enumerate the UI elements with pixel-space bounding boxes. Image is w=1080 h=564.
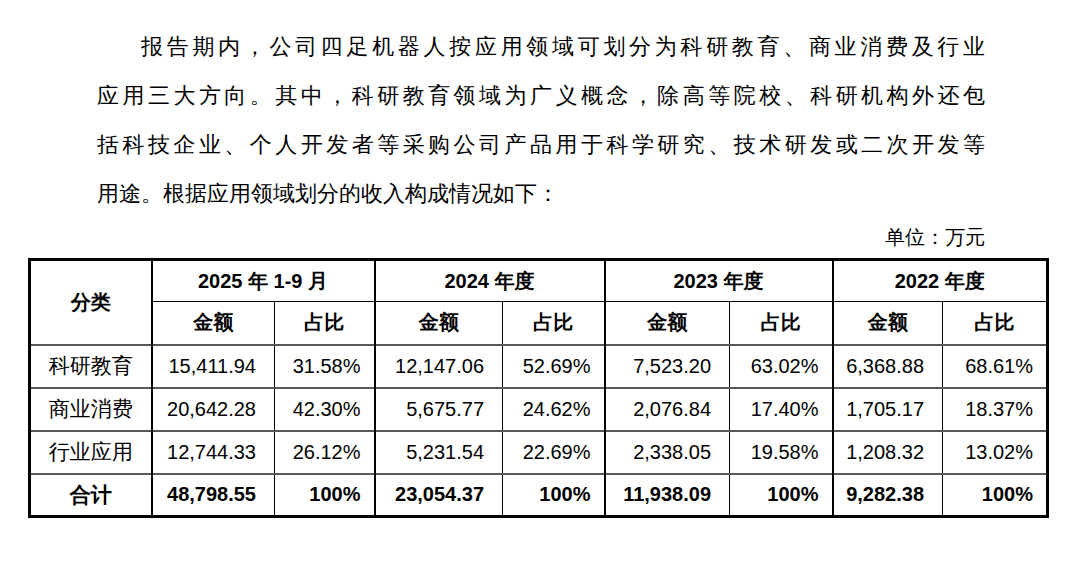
revenue-by-application-table: 分类 2025 年 1-9 月 2024 年度 2023 年度 2022 年度 … — [28, 258, 1049, 518]
column-header-ratio-2025: 占比 — [275, 302, 375, 345]
amount-cell: 12,744.33 — [152, 431, 275, 474]
row-category-label: 行业应用 — [30, 431, 152, 474]
ratio-cell: 19.58% — [730, 431, 833, 474]
column-header-category: 分类 — [30, 260, 152, 345]
ratio-cell: 17.40% — [730, 388, 833, 431]
column-header-period-2024: 2024 年度 — [375, 260, 605, 302]
column-header-ratio-2024: 占比 — [503, 302, 605, 345]
column-header-period-2023: 2023 年度 — [605, 260, 833, 302]
document-page: 报告期内，公司四足机器人按应用领域可划分为科研教育、商业消费及行业应用三大方向。… — [0, 0, 1080, 564]
column-header-amount-2025: 金额 — [152, 302, 275, 345]
row-category-label: 商业消费 — [30, 388, 152, 431]
amount-cell: 1,208.32 — [833, 431, 943, 474]
amount-cell: 48,798.55 — [152, 474, 275, 517]
column-header-period-2022: 2022 年度 — [833, 260, 1048, 302]
ratio-cell: 22.69% — [503, 431, 605, 474]
ratio-cell: 100% — [275, 474, 375, 517]
ratio-cell: 100% — [503, 474, 605, 517]
amount-cell: 1,705.17 — [833, 388, 943, 431]
paragraph-line: 应用三大方向。其中，科研教育领域为广义概念，除高等院校、科研机构外还包 — [97, 71, 985, 120]
row-category-label: 科研教育 — [30, 345, 152, 388]
column-header-ratio-2023: 占比 — [730, 302, 833, 345]
table-row-total: 合计48,798.55100%23,054.37100%11,938.09100… — [30, 474, 1048, 517]
intro-paragraph: 报告期内，公司四足机器人按应用领域可划分为科研教育、商业消费及行业应用三大方向。… — [97, 22, 985, 218]
column-header-ratio-2022: 占比 — [943, 302, 1048, 345]
column-header-amount-2022: 金额 — [833, 302, 943, 345]
ratio-cell: 42.30% — [275, 388, 375, 431]
ratio-cell: 100% — [943, 474, 1048, 517]
column-header-period-2025: 2025 年 1-9 月 — [152, 260, 375, 302]
amount-cell: 5,675.77 — [375, 388, 503, 431]
paragraph-line: 报告期内，公司四足机器人按应用领域可划分为科研教育、商业消费及行业 — [97, 22, 985, 71]
paragraph-line: 括科技企业、个人开发者等采购公司产品用于科学研究、技术研发或二次开发等 — [97, 120, 985, 169]
row-category-label: 合计 — [30, 474, 152, 517]
amount-cell: 12,147.06 — [375, 345, 503, 388]
ratio-cell: 100% — [730, 474, 833, 517]
ratio-cell: 68.61% — [943, 345, 1048, 388]
ratio-cell: 24.62% — [503, 388, 605, 431]
amount-cell: 9,282.38 — [833, 474, 943, 517]
ratio-cell: 18.37% — [943, 388, 1048, 431]
ratio-cell: 26.12% — [275, 431, 375, 474]
table-header-sub-row: 金额 占比 金额 占比 金额 占比 金额 占比 — [30, 302, 1048, 345]
amount-cell: 11,938.09 — [605, 474, 730, 517]
table-header-period-row: 分类 2025 年 1-9 月 2024 年度 2023 年度 2022 年度 — [30, 260, 1048, 302]
table-row: 科研教育15,411.9431.58%12,147.0652.69%7,523.… — [30, 345, 1048, 388]
amount-cell: 23,054.37 — [375, 474, 503, 517]
amount-cell: 2,076.84 — [605, 388, 730, 431]
ratio-cell: 63.02% — [730, 345, 833, 388]
amount-cell: 5,231.54 — [375, 431, 503, 474]
column-header-amount-2023: 金额 — [605, 302, 730, 345]
amount-cell: 6,368.88 — [833, 345, 943, 388]
ratio-cell: 52.69% — [503, 345, 605, 388]
amount-cell: 20,642.28 — [152, 388, 275, 431]
column-header-amount-2024: 金额 — [375, 302, 503, 345]
ratio-cell: 13.02% — [943, 431, 1048, 474]
amount-cell: 15,411.94 — [152, 345, 275, 388]
table-row: 商业消费20,642.2842.30%5,675.7724.62%2,076.8… — [30, 388, 1048, 431]
table-row: 行业应用12,744.3326.12%5,231.5422.69%2,338.0… — [30, 431, 1048, 474]
unit-label: 单位：万元 — [885, 224, 985, 251]
amount-cell: 7,523.20 — [605, 345, 730, 388]
amount-cell: 2,338.05 — [605, 431, 730, 474]
paragraph-line: 用途。根据应用领域划分的收入构成情况如下： — [97, 169, 985, 218]
ratio-cell: 31.58% — [275, 345, 375, 388]
